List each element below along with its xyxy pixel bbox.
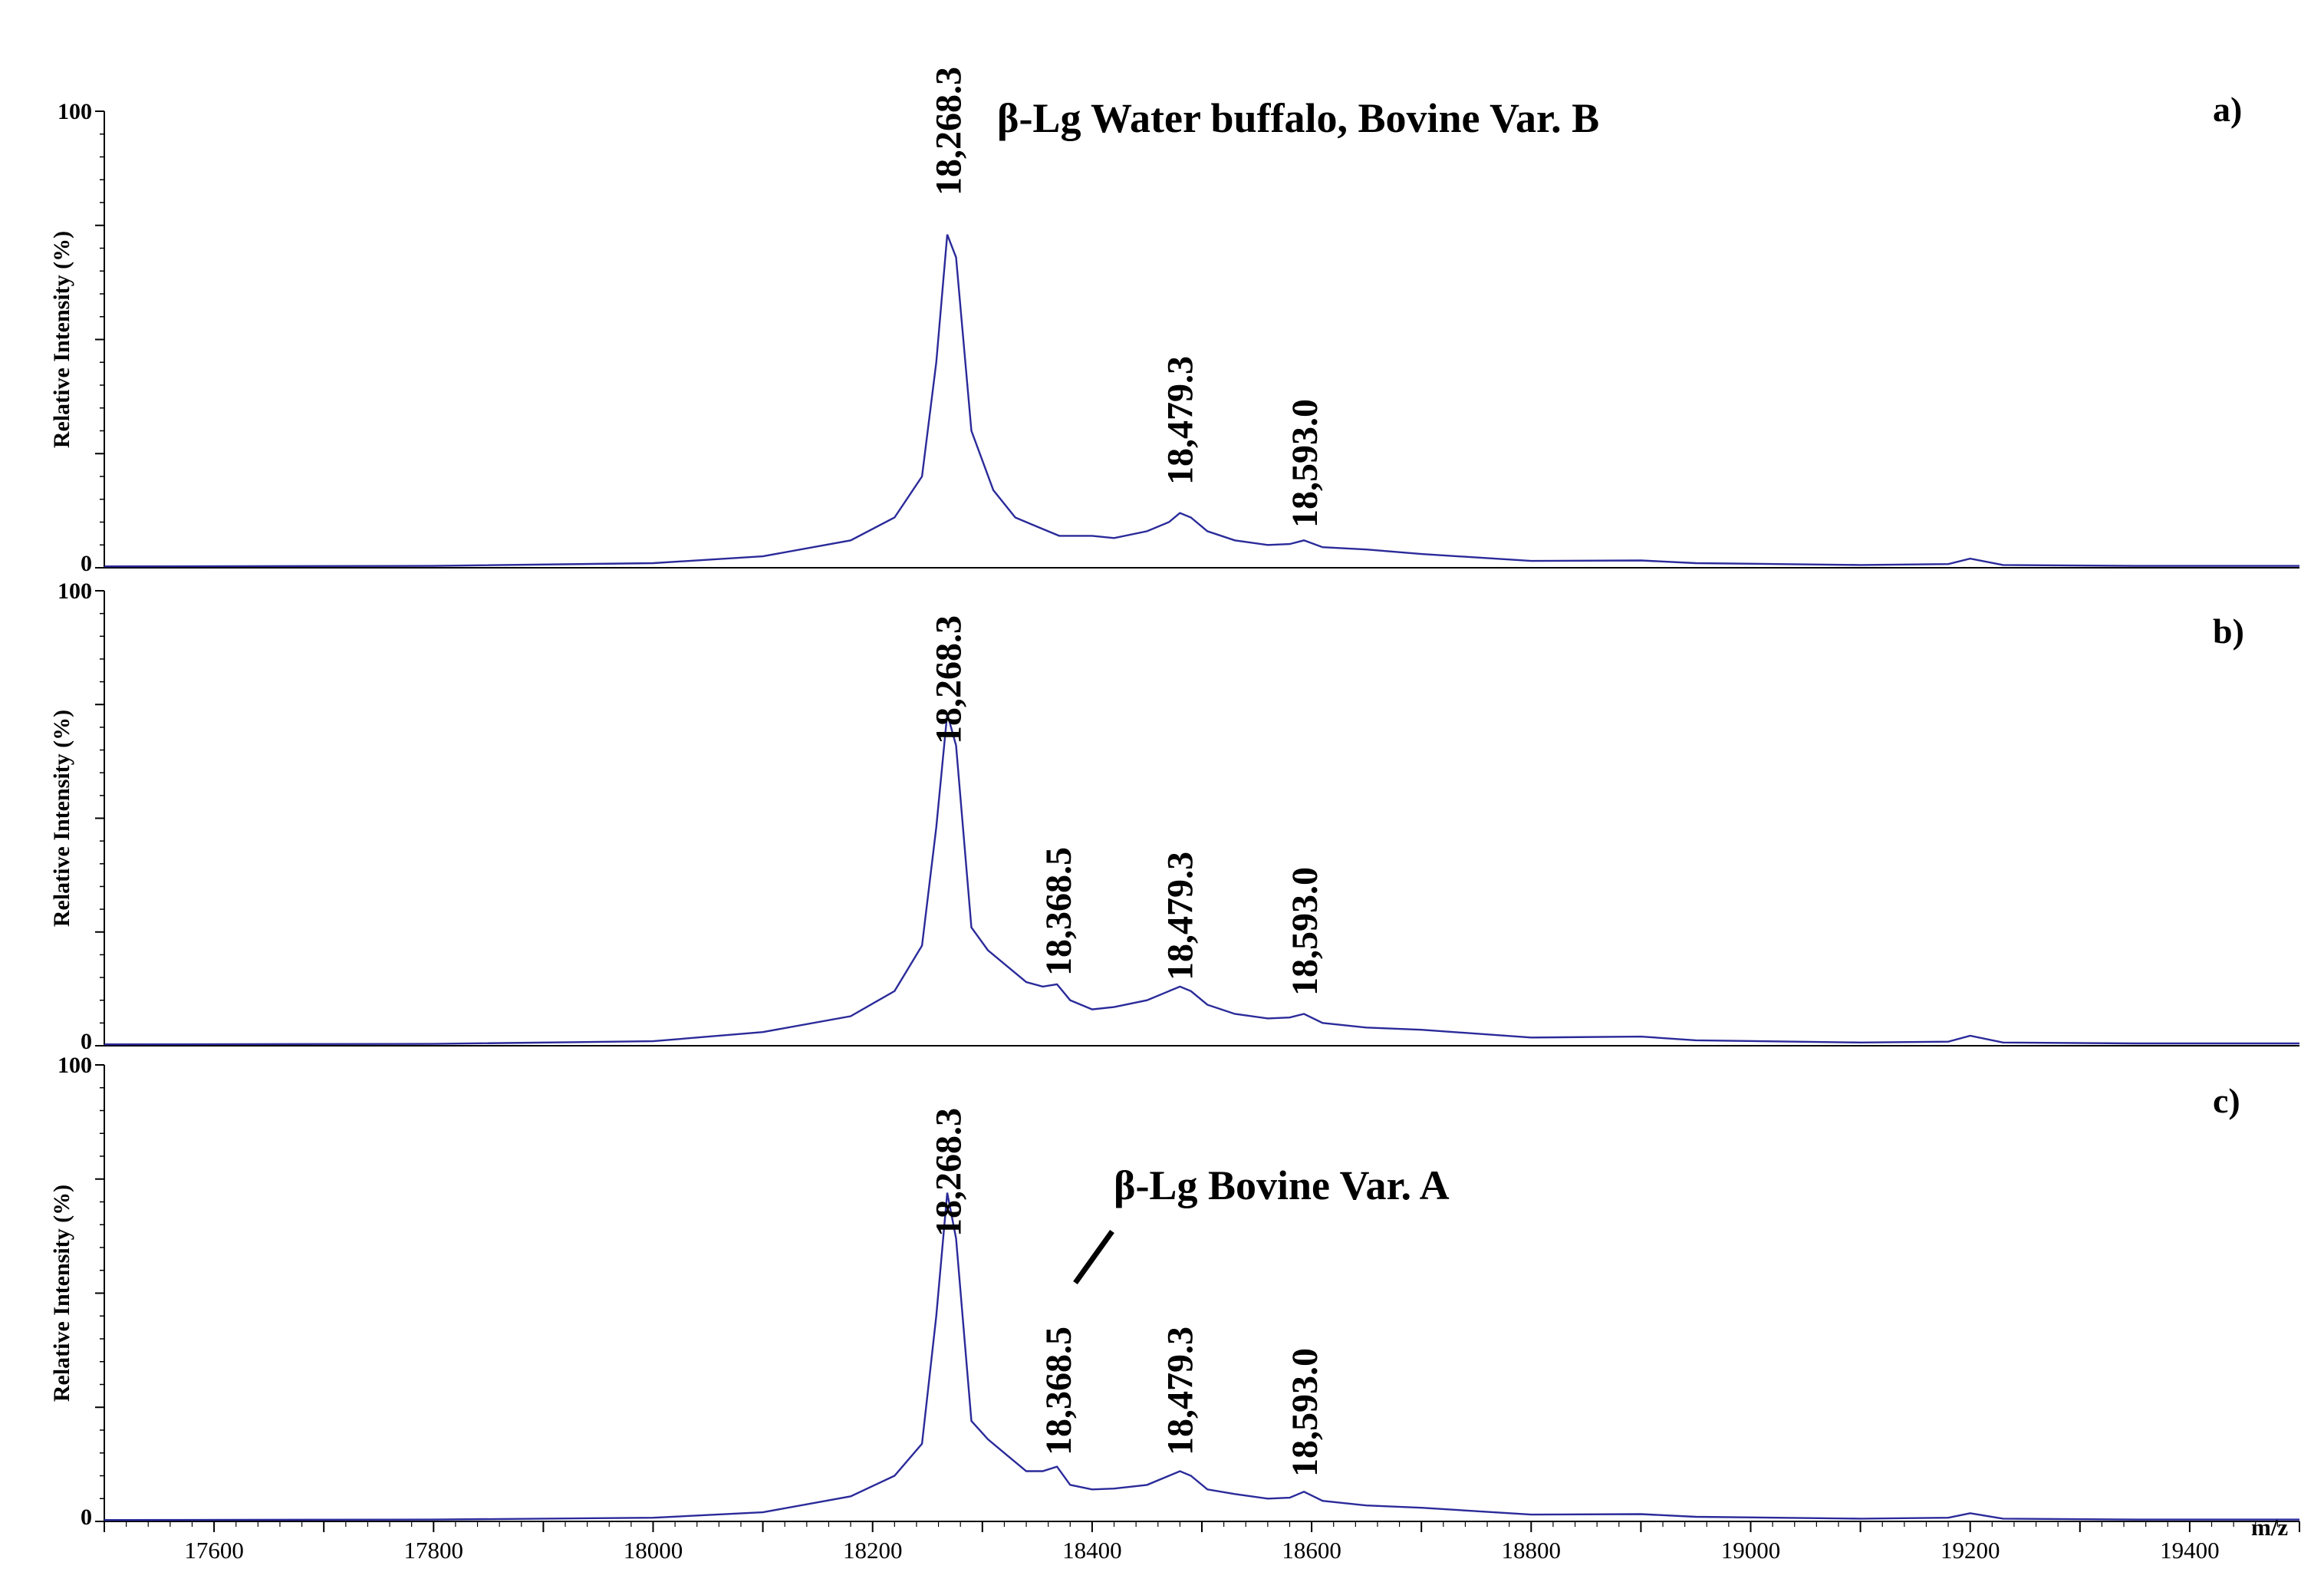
annotation-pointer [1073,1229,1114,1285]
panel-3: 100 0 Relative Intensity (%) 18,268.3 18,368… [49,1053,2299,1530]
peak-label: 18,268.3 [928,67,969,196]
panel-label: b) [2213,611,2244,651]
y-tick-label-bottom: 0 [81,551,92,576]
y-axis-label: Relative Intensity (%) [49,710,74,927]
x-tick-label: 18800 [1502,1537,1562,1564]
panel-label: a) [2213,90,2242,129]
x-tick-label: 17800 [404,1537,464,1564]
y-axis-label: Relative Intensity (%) [49,231,74,448]
x-tick-label: 18200 [843,1537,903,1564]
x-tick-label: 19400 [2160,1537,2220,1564]
peak-label: 18,479.3 [1160,852,1200,981]
y-tick-label-top: 100 [58,578,92,604]
x-tick-label: 18600 [1282,1537,1341,1564]
panel-2: 100 0 Relative Intensity (%) 18,268.3 18,368… [49,578,2299,1054]
x-tick-label: 18000 [624,1537,683,1564]
y-tick-label-bottom: 0 [81,1029,92,1054]
peak-label: 18,268.3 [928,615,969,744]
peak-label: 18,479.3 [1160,1327,1200,1455]
peak-label: 18,593.0 [1285,867,1325,996]
spectrum-line [104,713,2299,1046]
peak-label: 18,268.3 [928,1108,969,1237]
peak-label: 18,593.0 [1285,399,1325,528]
peak-label: 18,368.5 [1039,847,1079,976]
spectrum-line [104,1192,2299,1521]
peak-label: 18,368.5 [1039,1327,1079,1455]
peak-label: 18,593.0 [1285,1348,1325,1477]
x-tick-label: 17600 [184,1537,244,1564]
y-tick-label-top: 100 [58,1053,92,1078]
x-tick-label: 19000 [1721,1537,1781,1564]
y-axis-label: Relative Intensity (%) [49,1185,74,1402]
annotation: β-Lg Water buffalo, Bovine Var. B [997,95,1599,141]
x-tick-label: 18400 [1062,1537,1122,1564]
panel-1: 100 0 Relative Intensity (%) 18,268.3 18,479… [49,67,2299,576]
x-axis-label: m/z [2251,1514,2288,1541]
y-tick-label-bottom: 0 [81,1505,92,1530]
x-tick-label: 19200 [1941,1537,2000,1564]
x-axis: 17600 17800 18000 18200 18400 18600 18800 19000… [104,1514,2300,1564]
annotation: β-Lg Bovine Var. A [1114,1162,1450,1208]
panel-label: c) [2213,1081,2240,1120]
y-tick-label-top: 100 [58,99,92,124]
spectrum-line [104,234,2299,568]
peak-label: 18,479.3 [1160,356,1200,485]
